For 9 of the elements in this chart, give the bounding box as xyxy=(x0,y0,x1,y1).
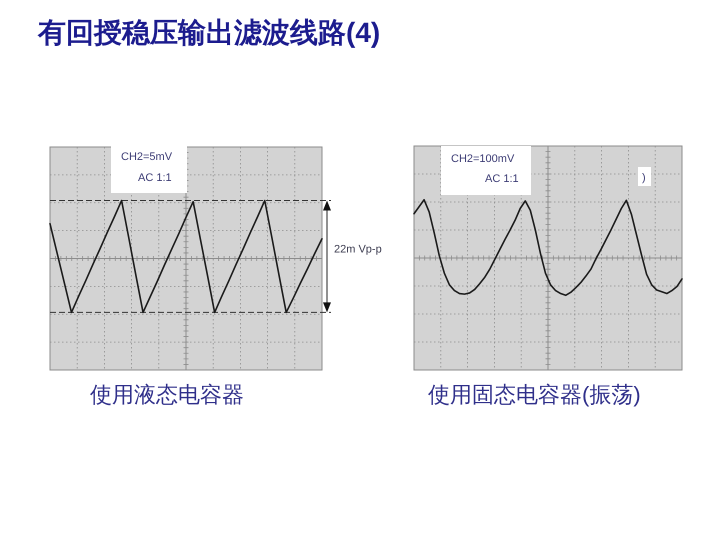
text: AC 1:1 xyxy=(485,173,519,185)
text: CH2=100mV xyxy=(451,153,515,165)
chart-title: 有回授稳压输出滤波线路(4) xyxy=(37,17,380,48)
x-axis-title: 使用固态电容器(振荡) xyxy=(428,382,641,407)
x-axis-title: 使用液态电容器 xyxy=(90,382,244,407)
text: ) xyxy=(642,172,646,184)
text: 22m Vp-p xyxy=(334,243,382,256)
text: CH2=5mV xyxy=(121,151,173,163)
text: AC 1:1 xyxy=(138,172,172,184)
